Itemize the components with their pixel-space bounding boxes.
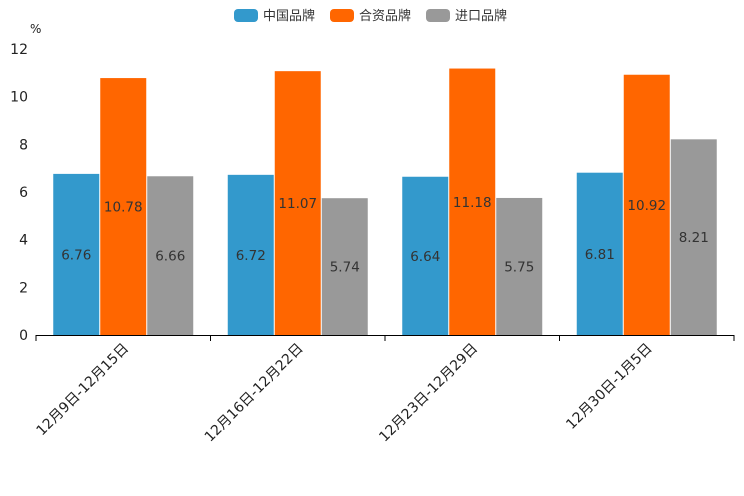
bar-value-label: 5.74 (330, 260, 360, 276)
bar-value-label: 10.78 (104, 200, 143, 216)
y-tick-label: 6 (19, 185, 28, 201)
legend-swatch (234, 9, 258, 22)
legend-label: 进口品牌 (455, 8, 507, 24)
bar-value-label: 6.64 (410, 249, 440, 265)
bar (227, 174, 274, 335)
y-tick-label: 4 (19, 233, 28, 249)
bar-value-label: 11.18 (453, 195, 492, 211)
y-tick-label: 10 (10, 90, 28, 106)
y-tick-label: 2 (19, 280, 28, 296)
bars: 6.76 10.78 6.66 6.72 11.07 5.74 6.64 11.18 5.75 6… (53, 68, 717, 336)
y-tick-label: 0 (19, 328, 28, 344)
x-category-label: 12月16日-12月22日 (202, 341, 307, 446)
y-axis-ticks: 0 2 4 6 8 10 12 (10, 42, 28, 344)
bar (449, 68, 496, 335)
bar-value-label: 6.66 (155, 249, 185, 265)
bar-value-label: 11.07 (278, 196, 317, 212)
bar-value-label: 6.72 (236, 248, 266, 264)
legend-label: 中国品牌 (263, 8, 315, 24)
x-category-label: 12月9日-12月15日 (34, 341, 133, 440)
bar (321, 198, 368, 335)
bar (402, 176, 449, 335)
bar (53, 173, 100, 335)
x-category-label: 12月30日-1月5日 (563, 341, 655, 433)
bar (623, 74, 670, 336)
legend-label: 合资品牌 (359, 8, 411, 24)
bar (274, 71, 321, 335)
bar-value-label: 5.75 (504, 259, 534, 275)
legend-swatch (330, 9, 354, 22)
y-tick-label: 12 (10, 42, 28, 58)
x-axis: 12月9日-12月15日 12月16日-12月22日 12月23日-12月29日 12… (34, 335, 735, 446)
x-category-label: 12月23日-12月29日 (376, 341, 481, 446)
legend: 中国品牌 合资品牌 进口品牌 (234, 8, 507, 24)
bar (147, 176, 194, 335)
bar-value-label: 6.76 (61, 247, 91, 263)
bar (100, 78, 147, 336)
y-axis-unit: % (30, 22, 41, 36)
y-tick-label: 8 (19, 137, 28, 153)
bar (576, 172, 623, 335)
bar (670, 139, 717, 335)
bar-value-label: 10.92 (627, 198, 666, 214)
legend-swatch (426, 9, 450, 22)
bar-value-label: 6.81 (585, 247, 615, 263)
bar (496, 197, 543, 335)
bar-value-label: 8.21 (679, 230, 709, 246)
